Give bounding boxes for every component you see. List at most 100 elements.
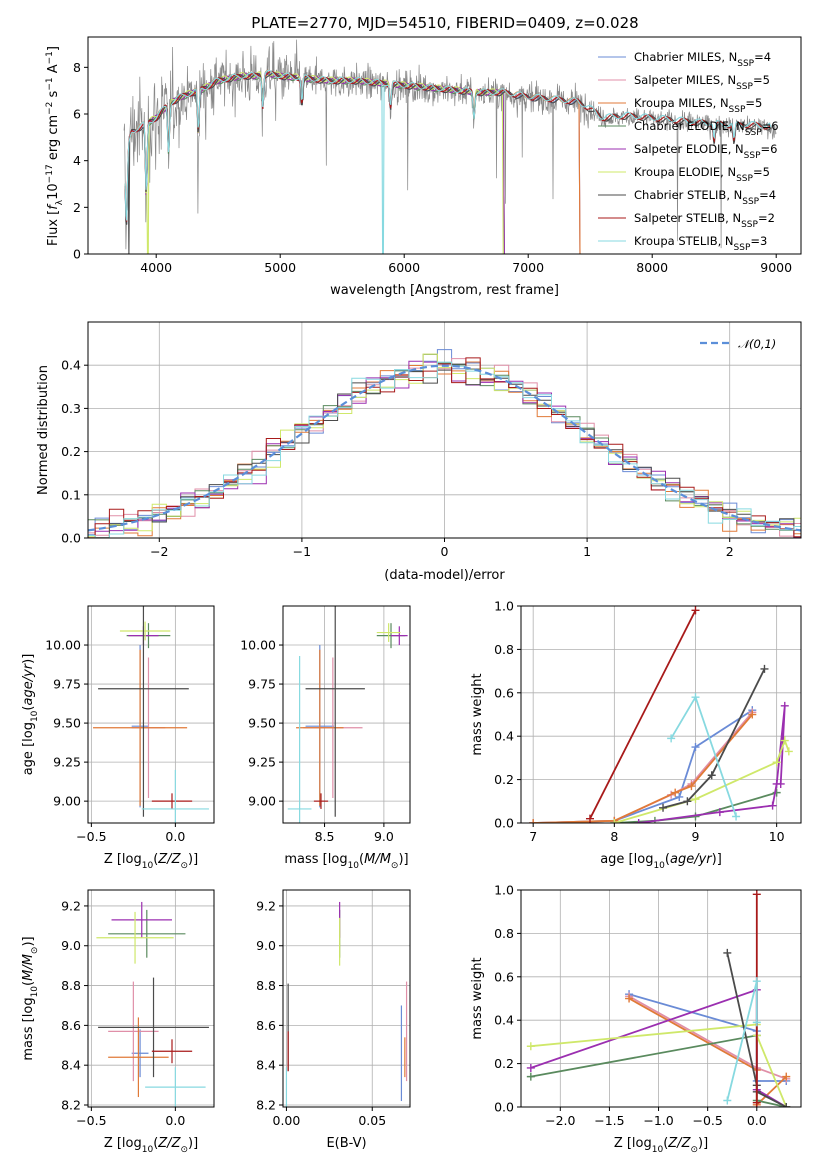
errorbar-kroupa-elodie: [96, 911, 174, 964]
y-tick-label: 0.6: [494, 685, 514, 700]
data-point: [732, 812, 741, 821]
data-point: [772, 788, 781, 797]
x-tick-label: 0: [441, 544, 449, 559]
x-tick-label: 0.0: [747, 1113, 767, 1128]
plot-area: [526, 890, 791, 1107]
chart-mass-vs-EBV: 0.00 0.05 8.2 8.4 8.6 8.8 9.0 9.2 E(B-V): [256, 889, 411, 1151]
x-axis-label: mass [log10(M/M⊙)]: [284, 852, 408, 871]
legend-label: Salpeter MILES, NSSP=5: [634, 73, 770, 92]
x-tick-label: 6000: [388, 260, 420, 275]
y-tick-label: 0.8: [494, 642, 514, 657]
y-axis-label: Flux [fλ10−17 erg cm−2 s−1 A−1]: [45, 46, 65, 246]
plot-area: [88, 349, 801, 538]
chart-age-vs-Z: −0.5 0.0 9.00 9.25 9.50 9.75 10.00 Z [log10(Z/Z…: [21, 605, 215, 871]
x-tick-label: 0.0: [165, 829, 185, 844]
data-point: [780, 701, 789, 710]
axes-frame: [282, 889, 411, 1108]
y-tick-label: 8.2: [256, 1098, 276, 1113]
data-point: [625, 994, 634, 1003]
series-kroupa-stelib: [667, 693, 741, 821]
data-point: [526, 1063, 535, 1072]
y-tick-label: 9.75: [53, 677, 81, 692]
x-axis-label: Z [log10(Z/Z⊙)]: [104, 852, 198, 871]
y-tick-label: 0.2: [494, 1056, 514, 1071]
x-axis-label: age [log10(age/yr)]: [600, 852, 722, 871]
errorbar-kroupa-stelib: [145, 1067, 206, 1107]
series-kroupa-elodie: [610, 736, 793, 823]
legend-label: Salpeter ELODIE, NSSP=6: [634, 142, 777, 161]
y-tick-label: 0.4: [494, 1013, 514, 1028]
plot-area: [123, 39, 777, 254]
x-tick-label: −0.5: [76, 829, 106, 844]
data-point: [526, 1072, 535, 1081]
chart-mass-vs-Z: −0.5 0.0 8.2 8.4 8.6 8.8 9.0 9.2 Z [log10(Z/Z⊙)]…: [21, 889, 215, 1155]
plot-area: [529, 606, 793, 823]
errorbar-salpeter-stelib: [151, 793, 193, 809]
y-tick-label: 0.8: [494, 926, 514, 941]
data-point: [683, 797, 692, 806]
x-tick-label: −1.0: [643, 1113, 673, 1128]
x-tick-label: −1: [293, 544, 311, 559]
errorbar-chabrier-stelib: [98, 977, 209, 1078]
x-axis-label: Z [log10(Z/Z⊙)]: [104, 1136, 198, 1155]
y-axis-label: mass weight: [470, 673, 485, 755]
y-tick-label: 8.6: [256, 1018, 276, 1033]
y-axis-label: Normed distribution: [36, 365, 51, 495]
y-tick-label: 0.2: [61, 444, 81, 459]
x-tick-label: −0.5: [692, 1113, 722, 1128]
data-point: [752, 890, 761, 899]
series-kroupa-miles: [529, 710, 757, 823]
data-point: [768, 801, 777, 810]
x-tick-label: −2.0: [545, 1113, 575, 1128]
y-tick-label: 4: [73, 153, 81, 168]
errorbar-salpeter-elodie: [111, 901, 172, 938]
x-tick-label: 2: [726, 544, 734, 559]
y-tick-label: 9.00: [53, 794, 81, 809]
y-tick-label: 1.0: [494, 599, 514, 614]
y-tick-label: 0.3: [61, 401, 81, 416]
y-tick-label: 0.1: [61, 487, 81, 502]
y-tick-label: 0.0: [494, 1100, 514, 1115]
y-tick-label: 9.25: [53, 755, 81, 770]
y-tick-label: 8.8: [61, 978, 81, 993]
series-salpeter-elodie: [634, 701, 789, 823]
data-point: [634, 819, 643, 823]
data-point: [780, 736, 789, 745]
x-axis-label: (data-model)/error: [384, 568, 505, 583]
legend-label: Chabrier STELIB, NSSP=4: [634, 188, 776, 207]
errorbar-kroupa-elodie: [119, 621, 171, 641]
errorbar-chabrier-stelib: [98, 606, 189, 817]
x-tick-label: 1: [583, 544, 591, 559]
legend-label: Chabrier ELODIE, NSSP=6: [634, 119, 779, 138]
histogram-kroupa-elodie: [88, 353, 801, 538]
x-tick-label: 8: [610, 829, 618, 844]
series-line: [589, 609, 697, 820]
data-point: [752, 977, 761, 986]
errorbar-kroupa-miles: [93, 649, 188, 806]
x-axis-label: Z [log10(Z/Z⊙)]: [614, 1136, 708, 1155]
y-tick-label: 9.25: [248, 755, 276, 770]
x-tick-label: 0.05: [358, 1113, 386, 1128]
legend-label: Kroupa MILES, NSSP=5: [634, 96, 762, 115]
chart-spectrum: 4000 5000 6000 7000 8000 9000 0 2 4 6 8 wavelength …: [45, 36, 802, 298]
x-tick-label: 10: [769, 829, 785, 844]
data-point: [671, 788, 680, 797]
errorbar-salpeter-stelib: [151, 1039, 193, 1064]
x-tick-label: 9000: [760, 260, 792, 275]
y-tick-label: 9.0: [61, 938, 81, 953]
model-spectrum-chabrier-stelib: [124, 72, 772, 254]
plot-area: [285, 901, 408, 1107]
data-point: [723, 948, 732, 957]
y-tick-label: 8.4: [61, 1058, 81, 1073]
y-tick-label: 8.2: [61, 1098, 81, 1113]
axes-frame: [87, 321, 802, 539]
data-point: [529, 819, 538, 823]
data-point: [659, 803, 668, 812]
errorbar-salpeter-stelib: [313, 793, 329, 809]
x-tick-label: 8000: [636, 260, 668, 275]
y-tick-label: 0.0: [61, 531, 81, 546]
y-tick-label: 9.00: [248, 794, 276, 809]
figure-title: PLATE=2770, MJD=54510, FIBERID=0409, z=0…: [251, 14, 638, 32]
y-tick-label: 9.50: [248, 716, 276, 731]
errorbar-chabrier-elodie: [108, 909, 186, 958]
